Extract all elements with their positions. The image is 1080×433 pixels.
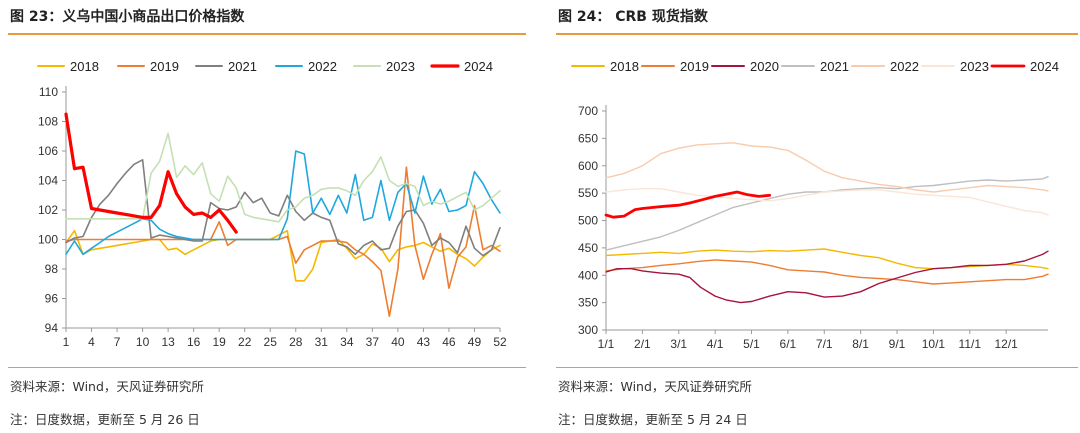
- chart-24-source: 资料来源：Wind，天风证券研究所: [558, 379, 752, 394]
- y-tick-label: 106: [38, 144, 58, 158]
- y-tick-label: 350: [578, 296, 598, 310]
- legend-label-2023: 2023: [386, 59, 415, 74]
- x-tick-label: 1/1: [598, 337, 615, 351]
- x-tick-label: 37: [366, 335, 380, 349]
- series-line-2023: [65, 132, 501, 223]
- y-tick-label: 102: [38, 203, 58, 217]
- x-tick-label: 12/1: [994, 337, 1018, 351]
- series-line-2020: [605, 250, 1049, 304]
- x-tick-label: 4/1: [707, 337, 724, 351]
- legend-label-2024: 2024: [1030, 59, 1059, 74]
- x-tick-label: 9/1: [889, 337, 906, 351]
- x-tick-label: 52: [493, 335, 507, 349]
- series-line-2019: [605, 259, 1049, 285]
- y-tick-label: 96: [45, 292, 59, 306]
- x-tick-label: 25: [264, 335, 278, 349]
- x-tick-label: 13: [161, 335, 175, 349]
- y-tick-label: 450: [578, 241, 598, 255]
- legend-label-2018: 2018: [610, 59, 639, 74]
- legend-label-2022: 2022: [308, 59, 337, 74]
- y-tick-label: 700: [578, 104, 598, 118]
- chart-24-note: 注：日度数据，更新至 5 月 24 日: [558, 412, 748, 427]
- title-rule: [8, 33, 526, 35]
- legend-label-2021: 2021: [228, 59, 257, 74]
- y-tick-label: 600: [578, 159, 598, 173]
- y-tick-label: 100: [38, 233, 58, 247]
- x-tick-label: 16: [187, 335, 201, 349]
- chart-23-note: 注：日度数据，更新至 5 月 26 日: [10, 412, 200, 427]
- chart-23-source: 资料来源：Wind，天风证券研究所: [10, 379, 204, 394]
- y-tick-label: 500: [578, 214, 598, 228]
- x-tick-label: 22: [238, 335, 252, 349]
- x-tick-label: 49: [468, 335, 482, 349]
- legend-label-2020: 2020: [750, 59, 779, 74]
- x-tick-label: 6/1: [780, 337, 797, 351]
- chart-24-title: 图 24： CRB 现货指数: [558, 9, 708, 25]
- x-tick-label: 7: [114, 335, 121, 349]
- x-tick-label: 19: [212, 335, 226, 349]
- x-tick-label: 40: [391, 335, 405, 349]
- legend-label-2024: 2024: [464, 59, 493, 74]
- legend-label-2022: 2022: [890, 59, 919, 74]
- legend-label-2021: 2021: [820, 59, 849, 74]
- series-line-2022: [605, 142, 1049, 193]
- legend-label-2019: 2019: [150, 59, 179, 74]
- x-tick-label: 10/1: [922, 337, 946, 351]
- chart-23-title: 图 23：义乌中国小商品出口价格指数: [10, 9, 245, 25]
- x-tick-label: 46: [442, 335, 456, 349]
- x-tick-label: 10: [136, 335, 150, 349]
- x-tick-label: 2/1: [634, 337, 651, 351]
- title-rule: [556, 33, 1078, 35]
- series-line-2023: [605, 187, 1049, 216]
- x-tick-label: 3/1: [670, 337, 687, 351]
- x-tick-label: 7/1: [816, 337, 833, 351]
- panel-chart-24: 图 24： CRB 现货指数 300 350 400 450 500 550 600 650 7…: [548, 0, 1080, 433]
- series-line-2022: [65, 150, 501, 256]
- series-line-2021: [605, 175, 1049, 251]
- x-tick-label: 8/1: [852, 337, 869, 351]
- y-tick-label: 108: [38, 115, 58, 129]
- series-line-2024: [64, 112, 238, 234]
- x-tick-label: 43: [417, 335, 431, 349]
- legend-label-2023: 2023: [960, 59, 989, 74]
- series-line-2021: [65, 159, 501, 257]
- series-line-2019: [65, 166, 501, 318]
- y-tick-label: 104: [38, 174, 58, 188]
- x-tick-label: 5/1: [743, 337, 760, 351]
- series-line-2018: [65, 229, 501, 282]
- chart-24-svg: 300 350 400 450 500 550 600 650 700 1/1 2/1 3/1 4/1 5…: [571, 59, 1059, 351]
- y-tick-label: 650: [578, 131, 598, 145]
- y-tick-label: 550: [578, 186, 598, 200]
- y-tick-label: 110: [39, 85, 58, 99]
- source-rule: [556, 367, 1078, 368]
- x-tick-label: 11/1: [959, 337, 982, 351]
- y-tick-label: 400: [578, 268, 598, 282]
- source-rule: [8, 367, 526, 368]
- x-tick-label: 34: [340, 335, 354, 349]
- legend-label-2019: 2019: [680, 59, 709, 74]
- series-line-2024: [604, 190, 772, 219]
- x-tick-label: 1: [63, 335, 70, 349]
- panel-chart-23: 图 23：义乌中国小商品出口价格指数 94 96 98 100 102 104 106 108…: [0, 0, 530, 433]
- chart-23-svg: 94 96 98 100 102 104 106 108 110 1 4 7 10 13 16 19 22 25 2…: [37, 59, 507, 349]
- x-tick-label: 4: [88, 335, 95, 349]
- x-tick-label: 28: [289, 335, 303, 349]
- x-tick-label: 31: [315, 335, 329, 349]
- y-tick-label: 98: [45, 262, 59, 276]
- y-tick-label: 94: [45, 321, 59, 335]
- legend-label-2018: 2018: [70, 59, 99, 74]
- y-tick-label: 300: [578, 323, 598, 337]
